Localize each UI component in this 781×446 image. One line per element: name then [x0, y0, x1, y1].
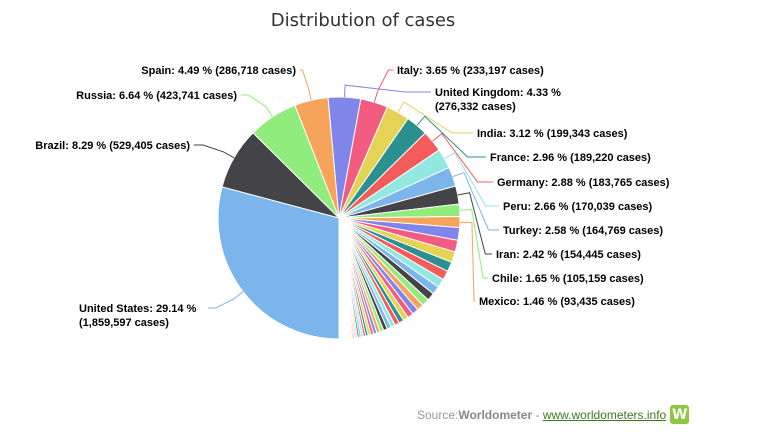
slice-labels: United States: 29.14 % (1,859,597 cases) B… [35, 65, 670, 329]
slice-label: Spain: 4.49 % (286,718 cases) [141, 65, 296, 77]
slice-label: United States: 29.14 % (1,859,597 cases) [79, 303, 197, 329]
source-separator: - [532, 407, 543, 422]
slice-label: Germany: 2.88 % (183,765 cases) [497, 177, 670, 189]
slice-label: Mexico: 1.46 % (93,435 cases) [479, 296, 635, 308]
slice-label: Italy: 3.65 % (233,197 cases) [397, 65, 544, 77]
pie-slices [217, 96, 461, 340]
source-credit: Source: Worldometer - www.worldometers.i… [417, 405, 690, 424]
slice-label: Iran: 2.42 % (154,445 cases) [496, 249, 641, 261]
label-connector [457, 192, 492, 255]
slice-label: Turkey: 2.58 % (164,769 cases) [503, 225, 663, 237]
pie-slice[interactable] [217, 186, 340, 340]
label-connector [373, 69, 393, 103]
source-prefix: Source: [417, 407, 459, 422]
label-connector [459, 221, 475, 302]
label-connector [432, 132, 493, 183]
label-connector [208, 291, 244, 309]
slice-label: India: 3.12 % (199,343 cases) [477, 128, 628, 140]
slice-label: Peru: 2.66 % (170,039 cases) [503, 201, 653, 213]
label-connector [416, 115, 486, 158]
slice-label: France: 2.96 % (189,220 cases) [490, 152, 651, 164]
label-connector [397, 101, 473, 134]
source-name: Worldometer [458, 407, 533, 422]
label-connector [241, 94, 274, 118]
label-connector [194, 144, 235, 159]
worldometer-logo-icon: W [670, 405, 690, 424]
label-connector [300, 69, 312, 101]
slice-label: Brazil: 8.29 % (529,405 cases) [35, 140, 190, 152]
label-connector [459, 208, 488, 279]
label-connector [344, 84, 431, 98]
slice-label: Chile: 1.65 % (105,159 cases) [492, 273, 644, 285]
source-link[interactable]: www.worldometers.info [542, 407, 667, 422]
label-connectors [194, 69, 499, 309]
label-connector [444, 152, 499, 207]
chart-title: Distribution of cases [271, 10, 456, 31]
slice-label: United Kingdom: 4.33 % (276,332 cases) [435, 87, 561, 113]
label-connector [452, 171, 499, 231]
slice-label: Russia: 6.64 % (423,741 cases) [76, 90, 237, 102]
